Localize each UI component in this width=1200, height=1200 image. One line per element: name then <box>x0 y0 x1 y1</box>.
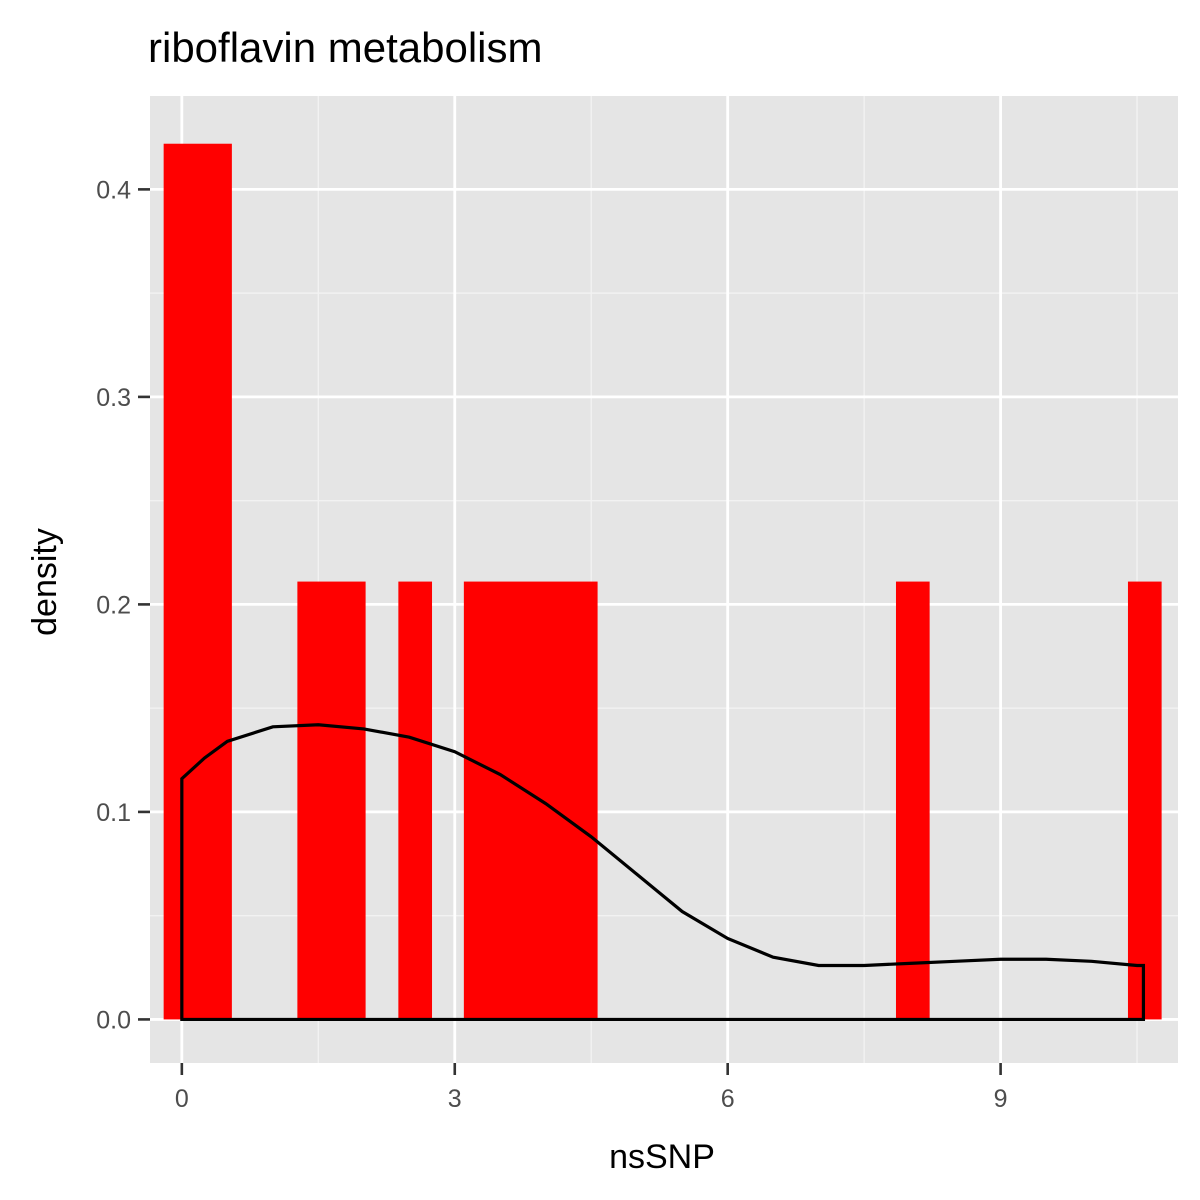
histogram-bar <box>463 581 598 1020</box>
histogram-bar <box>895 581 930 1020</box>
chart-title: riboflavin metabolism <box>148 24 543 71</box>
histogram-bar <box>1127 581 1162 1020</box>
x-axis-title: nsSNP <box>609 1138 715 1176</box>
y-tick-label: 0.3 <box>96 384 131 412</box>
y-tick-label: 0.4 <box>96 176 131 204</box>
x-tick-label: 9 <box>994 1085 1008 1113</box>
y-axis-ticks: 0.0 0.1 0.2 0.3 0.4 <box>96 176 150 1034</box>
histogram-bar <box>163 143 232 1020</box>
density-curve <box>180 723 1146 1022</box>
y-axis-title: density <box>26 528 64 636</box>
x-tick-label: 0 <box>175 1085 189 1113</box>
x-tick-label: 6 <box>721 1085 735 1113</box>
y-tick-label: 0.1 <box>96 799 131 827</box>
y-tick-label: 0.2 <box>96 591 131 619</box>
x-axis-ticks: 0 3 6 9 <box>175 1063 1008 1113</box>
histogram-bar <box>297 581 366 1020</box>
histogram-bar <box>398 581 433 1020</box>
histogram-bars <box>163 143 1162 1020</box>
y-tick-label: 0.0 <box>96 1006 131 1034</box>
x-tick-label: 3 <box>448 1085 462 1113</box>
minor-gridlines <box>150 96 1178 1063</box>
